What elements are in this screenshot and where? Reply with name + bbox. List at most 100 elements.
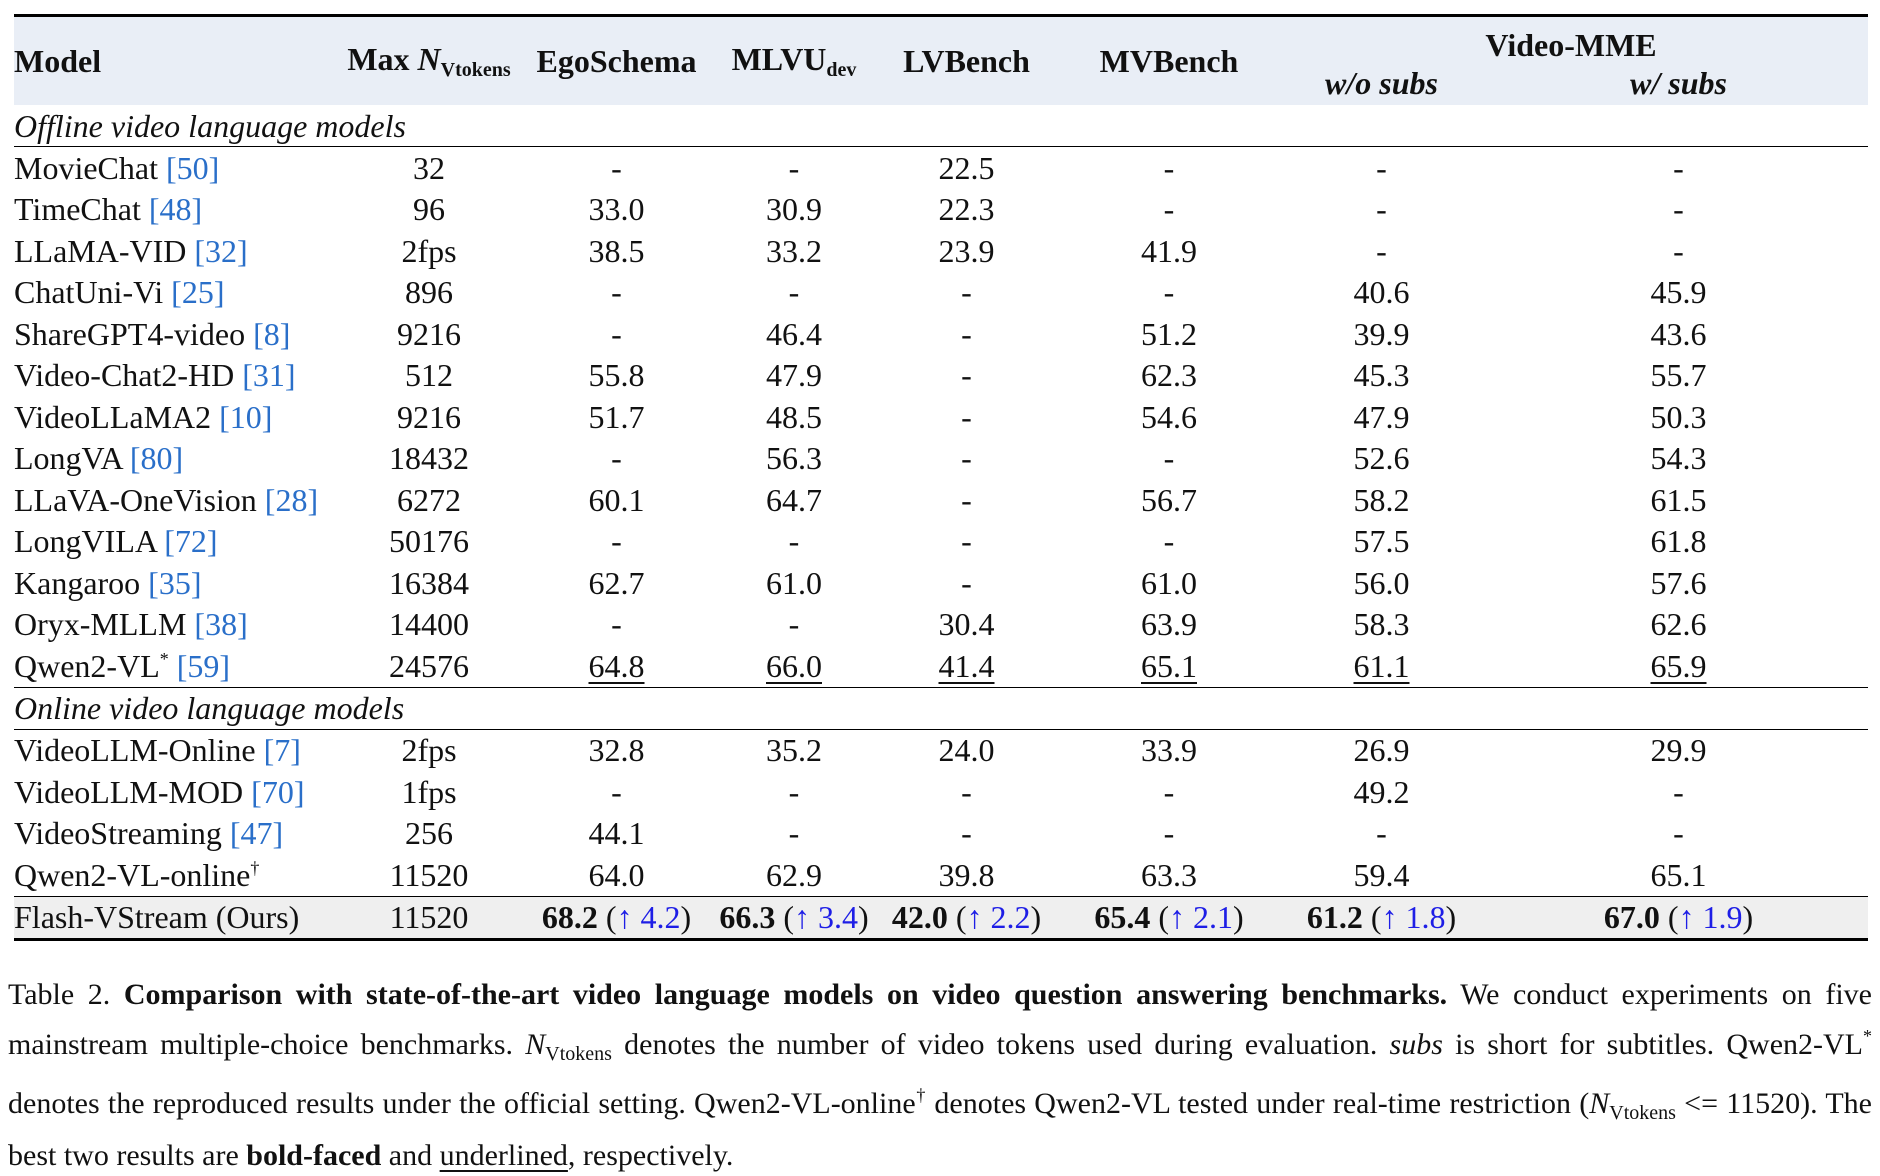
egoschema-cell: 64.0 <box>514 854 719 896</box>
mlvu-cell: 62.9 <box>719 854 869 896</box>
citation-link[interactable]: [80] <box>129 440 184 477</box>
table-row: ShareGPT4-video [8] 9216 - 46.4 - 51.2 39.9 43.… <box>14 313 1868 355</box>
lvbench-cell: - <box>869 562 1064 604</box>
score-value: 32.8 <box>588 732 645 769</box>
mlvu-cell: - <box>719 521 869 563</box>
citation-link[interactable]: [8] <box>253 315 291 352</box>
table-row: LongVA [80] 18432 - 56.3 - - 52.6 54.3 <box>14 438 1868 480</box>
max-tokens-cell: 2fps <box>401 732 457 769</box>
max-tokens-cell: 50176 <box>389 523 469 560</box>
mlvu-cell: 35.2 <box>719 729 869 771</box>
lvbench-cell: - <box>869 521 1064 563</box>
score-value: - <box>1163 440 1175 477</box>
score-value: 59.4 <box>1353 856 1410 893</box>
table-row: MovieChat [50] 32 - - 22.5 - - - <box>14 147 1868 189</box>
score-value: - <box>1376 232 1387 269</box>
table-row: Oryx-MLLM [38] 14400 - - 30.4 63.9 58.3 62.6 <box>14 604 1868 646</box>
video-mme-wo-subs-cell: 45.3 <box>1274 355 1489 397</box>
score-value: 23.9 <box>938 232 995 269</box>
egoschema-cell: 68.2 (↑ 4.2) <box>514 896 719 940</box>
video-mme-w-subs-cell: 61.8 <box>1489 521 1868 563</box>
max-tokens-cell: 512 <box>405 357 453 394</box>
best-score: 61.2 <box>1306 899 1363 936</box>
max-tokens-cell: 2fps <box>401 232 457 269</box>
citation-link[interactable]: [70] <box>251 773 305 810</box>
score-value: - <box>1673 815 1684 852</box>
model-label: Qwen2-VL-online <box>14 856 251 893</box>
citation-link[interactable]: [50] <box>165 149 220 186</box>
score-value: 62.9 <box>766 856 822 893</box>
model-name: VideoStreaming [47] <box>14 813 344 855</box>
section-title: Online video language models <box>14 690 405 726</box>
header-row: Model Max NVtokens EgoSchema MLVUdev LVB… <box>14 15 1868 105</box>
mvbench-cell: 61.0 <box>1064 562 1274 604</box>
score-value: 30.9 <box>766 191 822 228</box>
mvbench-cell: - <box>1064 771 1274 813</box>
table-row: ChatUni-Vi [25] 896 - - - - 40.6 45.9 <box>14 272 1868 314</box>
video-mme-wo-subs-cell: 56.0 <box>1274 562 1489 604</box>
header-max-tokens: Max NVtokens <box>344 15 514 105</box>
model-label: LongVA <box>14 440 130 477</box>
max-tokens-cell: 18432 <box>389 440 469 477</box>
citation-link[interactable]: [47] <box>229 815 284 852</box>
citation-link[interactable]: [25] <box>171 274 225 311</box>
citation-link[interactable]: [72] <box>164 523 218 560</box>
model-label: ShareGPT4-video <box>14 315 254 352</box>
table-row: TimeChat [48] 96 33.0 30.9 22.3 - - - <box>14 189 1868 231</box>
table-row: Qwen2-VL* [59] 24576 64.8 66.0 41.4 65.1 61.1 6… <box>14 645 1868 687</box>
score-value: 48.5 <box>766 398 822 435</box>
score-value: 35.2 <box>766 732 822 769</box>
video-mme-w-subs-cell: 29.9 <box>1489 729 1868 771</box>
citation-link[interactable]: [38] <box>194 606 248 643</box>
lvbench-cell: 42.0 (↑ 2.2) <box>869 896 1064 940</box>
score-value: 51.2 <box>1141 315 1197 352</box>
model-label: Oryx-MLLM <box>14 606 195 643</box>
score-value: 43.6 <box>1650 315 1707 352</box>
score-value: 47.9 <box>766 357 822 394</box>
citation-link[interactable]: [48] <box>148 191 203 228</box>
max-tokens-cell: 11520 <box>389 856 469 893</box>
citation-link[interactable]: [28] <box>264 481 319 518</box>
table-body: Offline video language models MovieChat [… <box>14 105 1868 940</box>
video-mme-wo-subs-cell: 58.2 <box>1274 479 1489 521</box>
lvbench-cell: - <box>869 813 1064 855</box>
lvbench-cell: 30.4 <box>869 604 1064 646</box>
section-header: Offline video language models <box>14 105 1868 147</box>
citation-link[interactable]: [10] <box>219 398 273 435</box>
score-value: 60.1 <box>588 481 645 518</box>
table-row: LLaVA-OneVision [28] 6272 60.1 64.7 - 56.7 58.… <box>14 479 1868 521</box>
model-label: ChatUni-Vi <box>14 274 172 311</box>
video-mme-wo-subs-cell: 49.2 <box>1274 771 1489 813</box>
score-value: 50.3 <box>1650 398 1707 435</box>
score-value: 64.0 <box>588 856 645 893</box>
lvbench-cell: 23.9 <box>869 230 1064 272</box>
lvbench-cell: - <box>869 355 1064 397</box>
mlvu-cell: 61.0 <box>719 562 869 604</box>
lvbench-cell: - <box>869 272 1064 314</box>
model-label: VideoLLM-MOD <box>14 773 252 810</box>
video-mme-w-subs-cell: 61.5 <box>1489 479 1868 521</box>
video-mme-w-subs-cell: 62.6 <box>1489 604 1868 646</box>
citation-link[interactable]: [32] <box>194 232 248 269</box>
mvbench-cell: 54.6 <box>1064 396 1274 438</box>
citation-link[interactable]: [31] <box>242 357 296 394</box>
model-name: MovieChat [50] <box>14 147 344 189</box>
egoschema-cell: - <box>514 147 719 189</box>
score-value: - <box>611 149 622 186</box>
lvbench-cell: - <box>869 396 1064 438</box>
model-mark: † <box>250 857 260 878</box>
citation-link[interactable]: [7] <box>263 732 301 769</box>
mlvu-cell: - <box>719 147 869 189</box>
video-mme-w-subs-cell: 65.9 <box>1489 645 1868 687</box>
citation-link[interactable]: [35] <box>148 564 202 601</box>
score-value: - <box>788 606 800 643</box>
mvbench-cell: - <box>1064 272 1274 314</box>
score-value: - <box>1673 191 1684 228</box>
citation-link[interactable]: [59] <box>176 647 231 684</box>
page: Model Max NVtokens EgoSchema MLVUdev LVB… <box>8 15 1872 1172</box>
score-value: 22.5 <box>938 149 995 186</box>
score-value: 51.7 <box>588 398 645 435</box>
mvbench-cell: 63.3 <box>1064 854 1274 896</box>
model-name: ShareGPT4-video [8] <box>14 313 344 355</box>
model-label: LLaVA-OneVision <box>14 481 265 518</box>
